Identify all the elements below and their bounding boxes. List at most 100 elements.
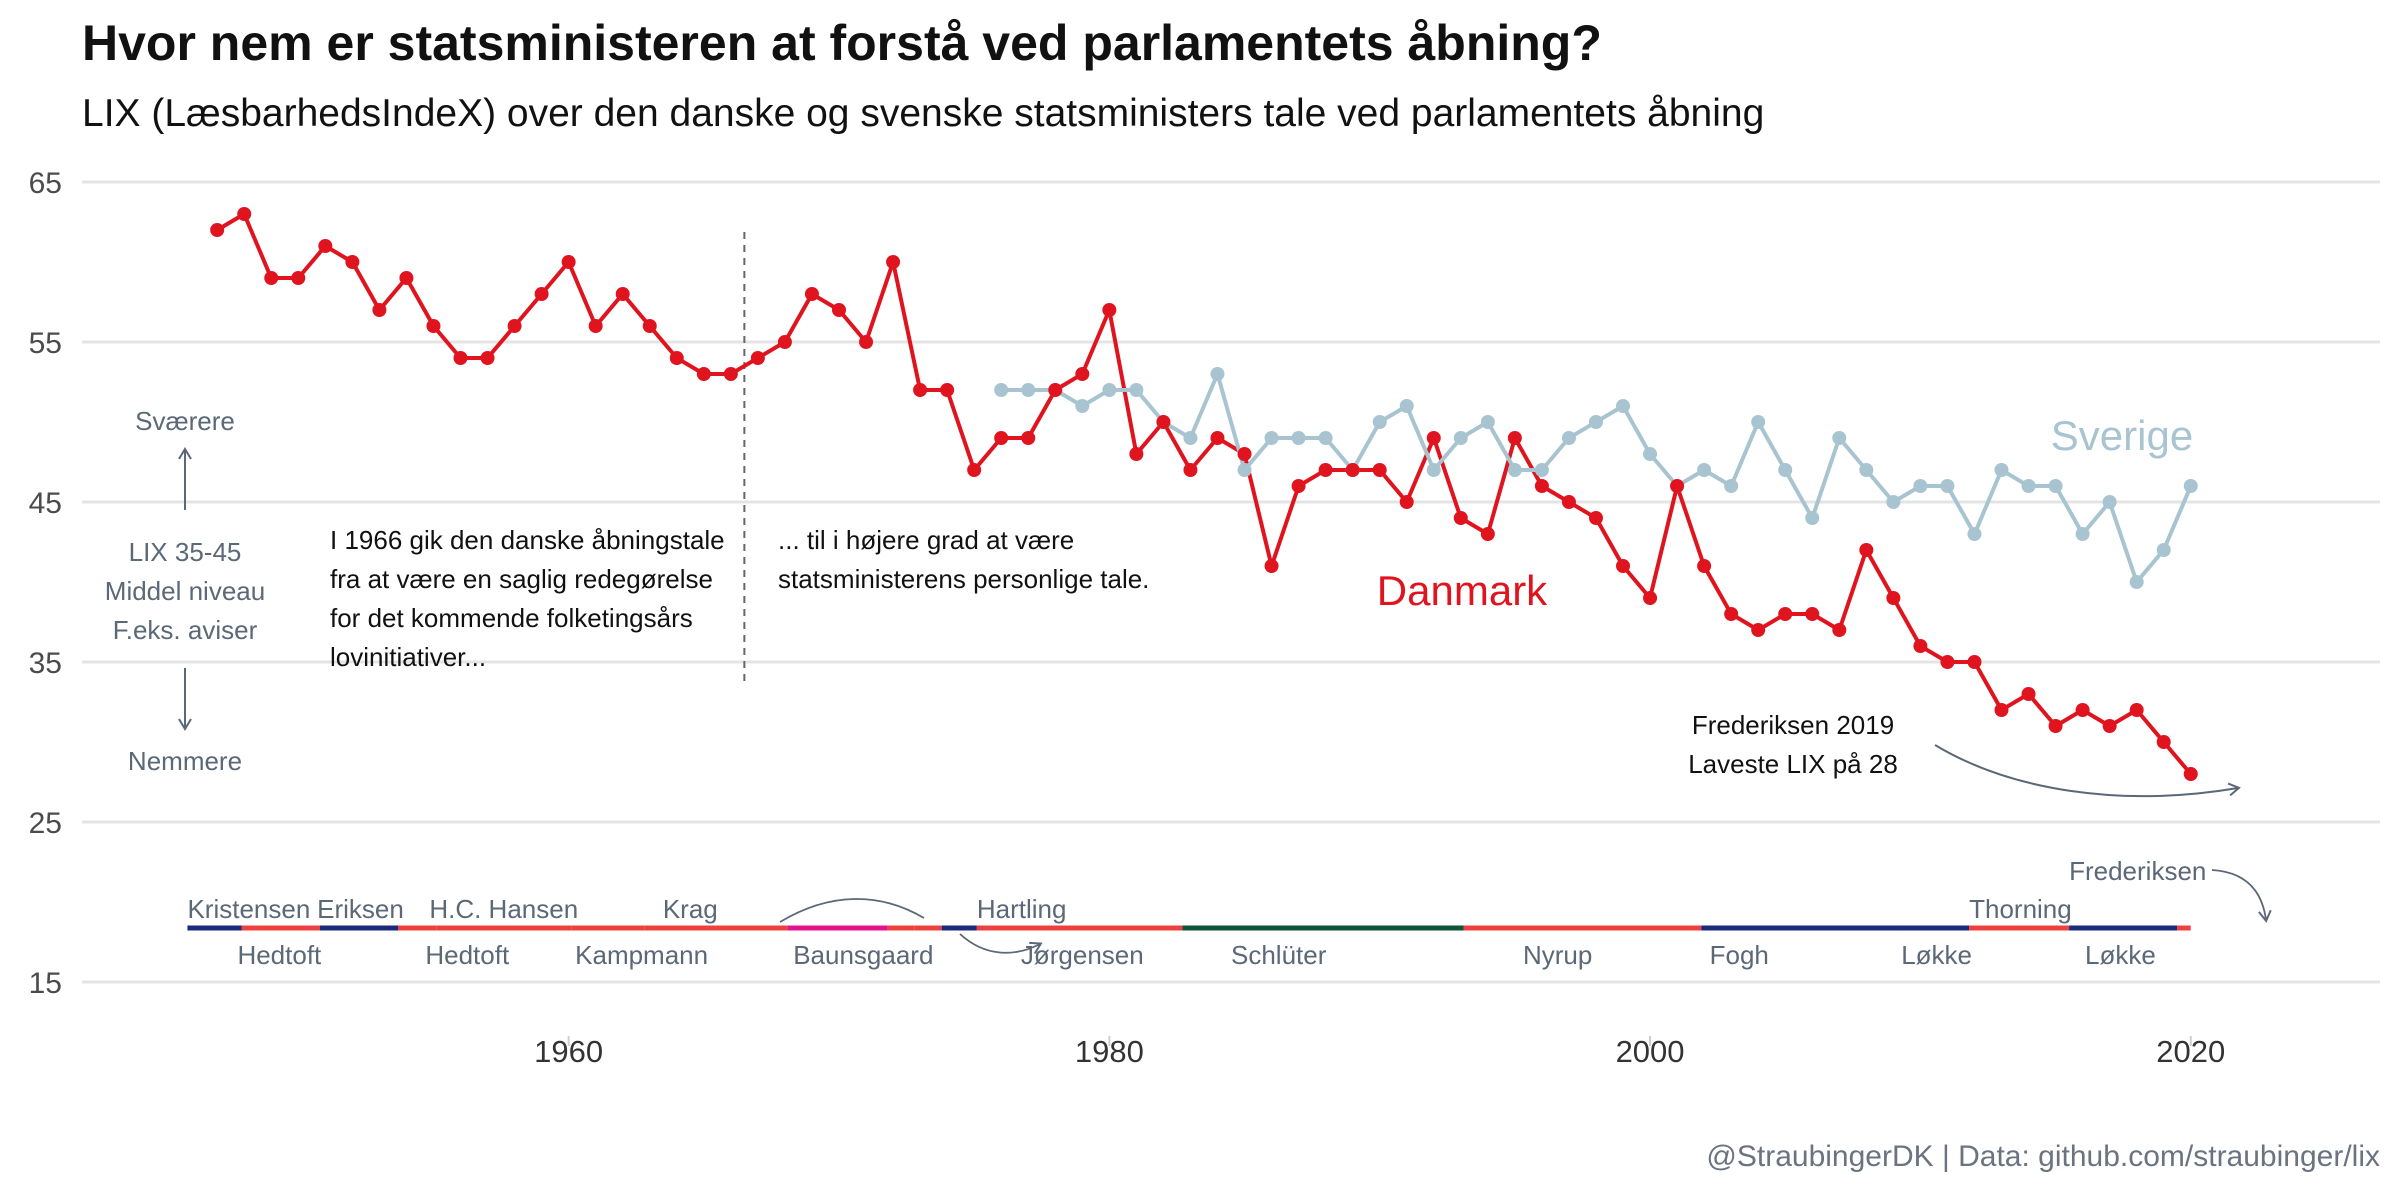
data-point-danmark	[723, 367, 738, 381]
data-point-sverige	[1210, 367, 1225, 381]
pm-label: Hedtoft	[237, 940, 322, 970]
data-point-danmark	[1886, 591, 1901, 605]
data-point-danmark	[2102, 719, 2117, 733]
x-axis: 1960 1980 2000 2020	[534, 1034, 2225, 1069]
data-point-sverige	[2048, 479, 2063, 493]
data-point-sverige	[1507, 463, 1522, 477]
pm-label: Hedtoft	[425, 940, 510, 970]
data-point-sverige	[1778, 463, 1793, 477]
data-point-danmark	[1264, 559, 1279, 573]
data-point-danmark	[642, 319, 657, 333]
data-point-danmark	[426, 319, 441, 333]
data-point-sverige	[1886, 495, 1901, 509]
data-point-sverige	[1075, 399, 1090, 413]
data-point-danmark	[291, 271, 306, 285]
data-point-sverige	[1697, 463, 1712, 477]
pm-label: Thorning	[1969, 894, 2072, 924]
y-tick-label: 15	[29, 967, 62, 1000]
data-point-sverige	[1183, 431, 1198, 445]
frederiksen-arc	[2211, 869, 2272, 923]
series-labels: Danmark Sverige	[1377, 412, 2193, 614]
baunsgaard-krag-arc	[779, 898, 925, 923]
data-point-sverige	[1291, 431, 1306, 445]
data-point-sverige	[1994, 463, 2009, 477]
data-point-danmark	[2183, 767, 2198, 781]
note-after-line: ... til i højere grad at være	[778, 525, 1074, 555]
data-point-sverige	[1264, 431, 1279, 445]
data-point-danmark	[2048, 719, 2063, 733]
data-point-sverige	[1399, 399, 1414, 413]
data-point-danmark	[615, 287, 630, 301]
data-point-danmark	[264, 271, 279, 285]
data-point-danmark	[1210, 431, 1225, 445]
data-point-danmark	[1778, 607, 1793, 621]
easier-label: Nemmere	[128, 746, 242, 776]
series-line-danmark	[216, 212, 2193, 776]
data-point-sverige	[2075, 527, 2090, 541]
data-point-sverige	[1102, 383, 1117, 397]
data-point-danmark	[1859, 543, 1874, 557]
harder-label: Sværere	[135, 406, 235, 436]
series-lines	[216, 212, 2193, 776]
data-point-sverige	[2021, 479, 2036, 493]
pm-label: Løkke	[2085, 940, 2156, 970]
data-point-sverige	[1588, 415, 1603, 429]
y-tick-label: 55	[29, 327, 62, 360]
data-point-danmark	[453, 351, 468, 365]
y-tick-label: 35	[29, 647, 62, 680]
y-tick-label: 25	[29, 807, 62, 840]
data-point-sverige	[1237, 463, 1252, 477]
data-point-danmark	[1805, 607, 1820, 621]
data-point-danmark	[561, 255, 576, 269]
data-point-danmark	[237, 207, 252, 221]
y-tick-label: 65	[29, 167, 62, 200]
pm-label: Baunsgaard	[793, 940, 933, 970]
pm-label: Løkke	[1901, 940, 1972, 970]
data-point-danmark	[210, 223, 225, 237]
data-point-danmark	[1480, 527, 1495, 541]
data-point-danmark	[804, 287, 819, 301]
pm-timeline: Kristensen Hedtoft Eriksen Hedtoft H.C. Hans…	[187, 856, 2272, 970]
data-point-danmark	[1345, 463, 1360, 477]
data-point-danmark	[940, 383, 955, 397]
data-point-sverige	[1832, 431, 1847, 445]
data-point-danmark	[1561, 495, 1576, 509]
data-point-danmark	[1453, 511, 1468, 525]
data-point-danmark	[318, 239, 333, 253]
data-point-danmark	[750, 351, 765, 365]
data-point-sverige	[1940, 479, 1955, 493]
data-point-danmark	[669, 351, 684, 365]
note-after-line: statsministerens personlige tale.	[778, 564, 1149, 594]
y-axis: 15 25 35 45 55 65	[29, 167, 62, 1000]
data-point-sverige	[1318, 431, 1333, 445]
pm-label: Nyrup	[1523, 940, 1592, 970]
data-point-sverige	[1616, 399, 1631, 413]
series-label-danmark: Danmark	[1377, 567, 1548, 614]
pm-label: Hartling	[977, 894, 1067, 924]
data-point-sverige	[2129, 575, 2144, 589]
data-point-sverige	[1751, 415, 1766, 429]
data-point-danmark	[831, 303, 846, 317]
data-point-danmark	[1751, 623, 1766, 637]
data-point-danmark	[1048, 383, 1063, 397]
data-point-danmark	[1832, 623, 1847, 637]
middle-level-label: Middel niveau	[105, 576, 265, 606]
note-1966-line: lovinitiativer...	[330, 642, 486, 672]
data-point-sverige	[1534, 463, 1549, 477]
pm-label: Kampmann	[575, 940, 708, 970]
data-point-danmark	[1724, 607, 1739, 621]
data-point-danmark	[2075, 703, 2090, 717]
data-point-danmark	[1670, 479, 1685, 493]
series-line-sverige	[1001, 372, 2193, 584]
data-point-danmark	[1697, 559, 1712, 573]
y-tick-label: 45	[29, 487, 62, 520]
pm-label: Fogh	[1710, 940, 1769, 970]
data-point-danmark	[372, 303, 387, 317]
chart-subtitle: LIX (LæsbarhedsIndeX) over den danske og…	[82, 92, 1765, 135]
middle-level-label: F.eks. aviser	[113, 615, 258, 645]
data-point-danmark	[399, 271, 414, 285]
data-point-sverige	[1967, 527, 1982, 541]
data-point-sverige	[1805, 511, 1820, 525]
data-point-danmark	[1156, 415, 1171, 429]
